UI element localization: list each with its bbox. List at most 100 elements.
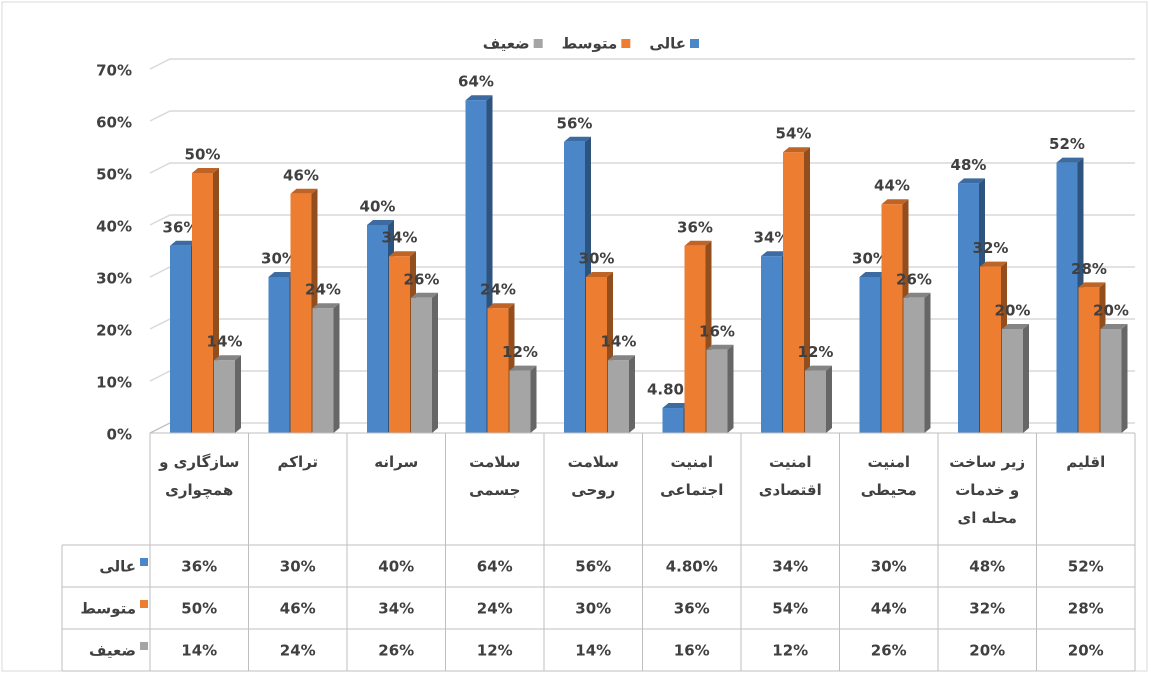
data-label: 24% xyxy=(305,281,341,299)
table-cell: 14% xyxy=(575,642,611,660)
bar-top xyxy=(312,303,340,309)
bar-top xyxy=(805,365,832,371)
bar xyxy=(903,297,925,433)
table-cell: 4.80% xyxy=(666,558,718,576)
legend-swatch xyxy=(533,39,543,48)
data-label: 36% xyxy=(677,218,713,236)
bar-top xyxy=(608,355,635,361)
data-label: 12% xyxy=(798,343,834,361)
data-label: 44% xyxy=(874,177,910,195)
bar-side xyxy=(924,292,931,433)
y-tick-label: 20% xyxy=(96,322,132,340)
category-label: سرانه xyxy=(374,453,419,471)
data-label: 32% xyxy=(973,239,1009,257)
bar xyxy=(1100,329,1122,433)
bar-side xyxy=(826,365,832,433)
y-axis xyxy=(149,422,171,434)
table-cell: 30% xyxy=(575,600,611,618)
table-cell: 14% xyxy=(181,642,217,660)
bar-side xyxy=(1121,324,1128,433)
bar-top xyxy=(465,95,493,101)
data-label: 56% xyxy=(557,114,593,132)
row-label: عالی xyxy=(99,558,136,576)
bar-side xyxy=(1023,324,1029,433)
table-cell: 24% xyxy=(280,642,316,660)
bar-side xyxy=(235,355,241,433)
data-label: 64% xyxy=(458,73,494,91)
bar-top xyxy=(214,355,241,361)
bar-top xyxy=(1078,282,1106,288)
table-cell: 28% xyxy=(1068,600,1104,618)
table-cell: 32% xyxy=(969,600,1005,618)
data-label: 54% xyxy=(776,125,812,143)
bar xyxy=(586,277,607,433)
bar xyxy=(564,141,585,434)
bar xyxy=(268,277,290,433)
bar xyxy=(290,193,312,433)
y-tick-label: 70% xyxy=(96,62,132,80)
bar-side xyxy=(333,303,340,433)
table-cell: 24% xyxy=(477,600,513,618)
bar xyxy=(214,360,235,433)
data-label: 46% xyxy=(283,166,319,184)
table-cell: 12% xyxy=(772,642,808,660)
bar xyxy=(859,277,881,433)
table-cell: 48% xyxy=(969,558,1005,576)
bar-top xyxy=(1002,324,1029,329)
grid-line xyxy=(149,110,1135,122)
bar xyxy=(170,245,191,433)
data-label: 48% xyxy=(951,156,987,174)
row-label: متوسط xyxy=(80,600,136,618)
table-cell: 34% xyxy=(378,600,414,618)
table-cell: 12% xyxy=(477,642,513,660)
bar xyxy=(192,173,213,433)
data-label: 12% xyxy=(502,343,538,361)
category-label: امنیت اجتماعی xyxy=(660,453,724,499)
data-label: 30% xyxy=(261,250,297,268)
table-cell: 20% xyxy=(1068,642,1104,660)
bar-side xyxy=(629,355,635,433)
table-cell: 26% xyxy=(378,642,414,660)
category-label: زیر ساخت و خدمات محله ای xyxy=(949,453,1026,527)
category-label: اقلیم xyxy=(1066,453,1106,471)
bar xyxy=(608,360,629,433)
legend-swatch xyxy=(140,558,148,566)
y-tick-label: 50% xyxy=(96,166,132,184)
bar-side xyxy=(432,292,438,433)
bar xyxy=(509,370,531,433)
table-cell: 20% xyxy=(969,642,1005,660)
table-cell: 40% xyxy=(378,558,414,576)
category-label: سازگاری و همچواری xyxy=(159,453,240,499)
bar xyxy=(881,204,903,433)
grid-line xyxy=(149,58,1135,70)
bar-top xyxy=(268,272,296,277)
table-cell: 26% xyxy=(871,642,907,660)
legend-swatch xyxy=(140,600,148,608)
bar xyxy=(487,308,509,433)
bar-top xyxy=(958,178,985,184)
data-label: 36% xyxy=(163,218,199,236)
table-cell: 36% xyxy=(674,600,710,618)
table-cell: 56% xyxy=(575,558,611,576)
bar-top xyxy=(1056,157,1084,163)
bar-top xyxy=(662,403,690,409)
bar xyxy=(684,245,706,433)
bar xyxy=(367,225,388,433)
bar-top xyxy=(761,251,788,257)
bar-top xyxy=(487,303,515,309)
bar xyxy=(706,349,728,433)
bar-top xyxy=(411,292,438,298)
data-label: 26% xyxy=(404,270,440,288)
y-tick-label: 0% xyxy=(107,426,132,444)
legend-label: متوسط xyxy=(562,35,618,53)
category-label: امنیت محیطی xyxy=(860,453,917,499)
legend-swatch xyxy=(140,642,148,650)
table-cell: 44% xyxy=(871,600,907,618)
y-tick-label: 30% xyxy=(96,270,132,288)
data-label: 26% xyxy=(896,270,932,288)
data-label: 28% xyxy=(1071,260,1107,278)
table-cell: 52% xyxy=(1068,558,1104,576)
bar-top xyxy=(859,272,887,277)
bar-top xyxy=(586,272,613,277)
